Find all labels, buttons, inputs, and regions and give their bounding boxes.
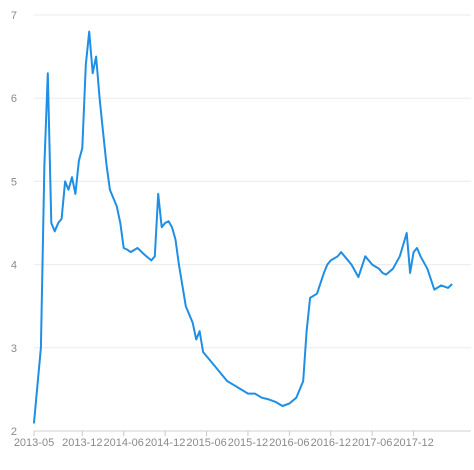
x-tick-label: 2014-06 — [104, 437, 144, 449]
y-tick-label: 6 — [11, 93, 17, 105]
y-tick-label: 5 — [11, 176, 17, 188]
x-tick-label: 2015-12 — [228, 437, 268, 449]
x-tick-label: 2017-12 — [393, 437, 433, 449]
x-tick-label: 2014-12 — [145, 437, 185, 449]
y-tick-label: 7 — [11, 10, 17, 22]
x-tick-label: 2013-12 — [62, 437, 102, 449]
series — [33, 30, 453, 424]
x-tick-label: 2016-12 — [311, 437, 351, 449]
x-tick-label: 2013-05 — [14, 437, 54, 449]
x-tick-label: 2015-06 — [186, 437, 226, 449]
gridlines — [34, 14, 471, 349]
x-axis — [33, 430, 471, 436]
y-tick-label: 3 — [11, 343, 17, 355]
x-tick-label: 2017-06 — [352, 437, 392, 449]
y-tick-label: 4 — [11, 260, 17, 272]
x-tick-label: 2016-06 — [269, 437, 309, 449]
y-axis: 2 3 4 5 6 7 — [11, 10, 17, 438]
series-line-0 — [33, 30, 453, 424]
y-tick-label: 2 — [11, 426, 17, 438]
x-axis-labels: 2013-05 2013-12 2014-06 2014-12 2015-06 2015-… — [14, 437, 434, 449]
